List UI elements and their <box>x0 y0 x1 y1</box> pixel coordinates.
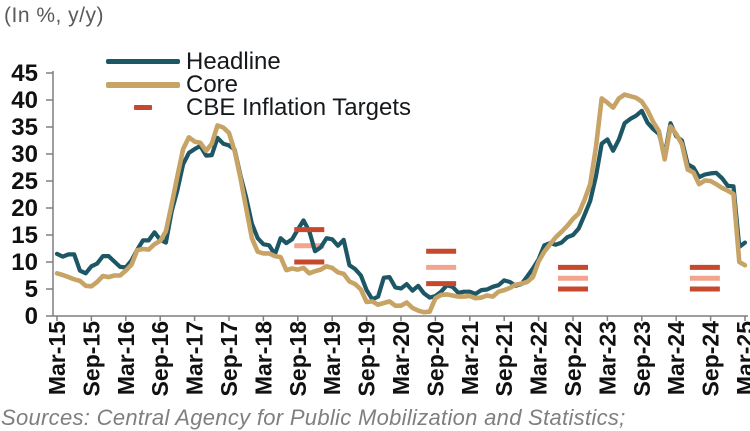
x-axis-label: Mar-17 <box>182 321 208 395</box>
x-axis-label: Sep-23 <box>629 321 655 396</box>
y-axis-label: 30 <box>11 141 38 168</box>
x-axis-label: Sep-19 <box>354 321 380 396</box>
x-axis-label: Sep-17 <box>216 321 242 396</box>
y-axis-label: 40 <box>11 87 38 114</box>
legend-label-headline: Headline <box>186 47 281 75</box>
legend-item-headline: Headline <box>106 47 411 75</box>
x-axis-label: Sep-24 <box>698 321 724 397</box>
core-line <box>54 92 748 315</box>
legend-label-cbe-targets: CBE Inflation Targets <box>186 93 412 121</box>
y-axis-label: 45 <box>11 60 38 87</box>
y-axis-label: 0 <box>25 303 38 330</box>
chart-legend: Headline Core CBE Inflation Targets <box>106 47 412 121</box>
headline-line <box>54 108 748 302</box>
y-axis-label: 25 <box>11 168 38 195</box>
x-axis-label: Mar-16 <box>113 321 139 395</box>
x-axis-label: Sep-22 <box>560 321 586 396</box>
legend-item-cbe-targets: CBE Inflation Targets <box>106 93 412 121</box>
cbe-target-dash-swatch <box>106 105 180 110</box>
x-axis-label: Mar-20 <box>388 321 414 395</box>
x-axis-label: Mar-19 <box>319 321 345 395</box>
x-axis-label: Sep-20 <box>422 321 448 396</box>
y-axis-label: 20 <box>11 195 38 222</box>
source-note: Sources: Central Agency for Public Mobil… <box>1 405 626 430</box>
headline-line-swatch <box>106 59 180 64</box>
x-axis-label: Sep-21 <box>491 321 517 397</box>
x-axis-label: Mar-21 <box>457 321 483 395</box>
x-axis-label: Sep-18 <box>285 321 311 397</box>
y-axis-label: 15 <box>11 222 38 249</box>
x-axis-label: Mar-23 <box>594 321 620 395</box>
core-line-swatch <box>106 81 180 88</box>
y-axis-label: 10 <box>11 249 38 276</box>
x-axis-label: Sep-15 <box>78 321 104 397</box>
legend-item-core: Core <box>106 70 411 98</box>
x-axis-label: Mar-24 <box>663 321 689 395</box>
x-axis-label: Mar-22 <box>526 321 552 395</box>
x-axis-label: Mar-15 <box>44 321 70 395</box>
x-axis-label: Sep-16 <box>147 321 173 396</box>
legend-label-core: Core <box>186 70 239 98</box>
x-axis-label: Mar-25 <box>732 321 750 395</box>
chart-title: (In %, y/y) <box>4 4 105 27</box>
y-axis-label: 5 <box>25 276 38 303</box>
x-axis-label: Mar-18 <box>250 321 276 395</box>
y-axis-label: 35 <box>11 114 38 141</box>
